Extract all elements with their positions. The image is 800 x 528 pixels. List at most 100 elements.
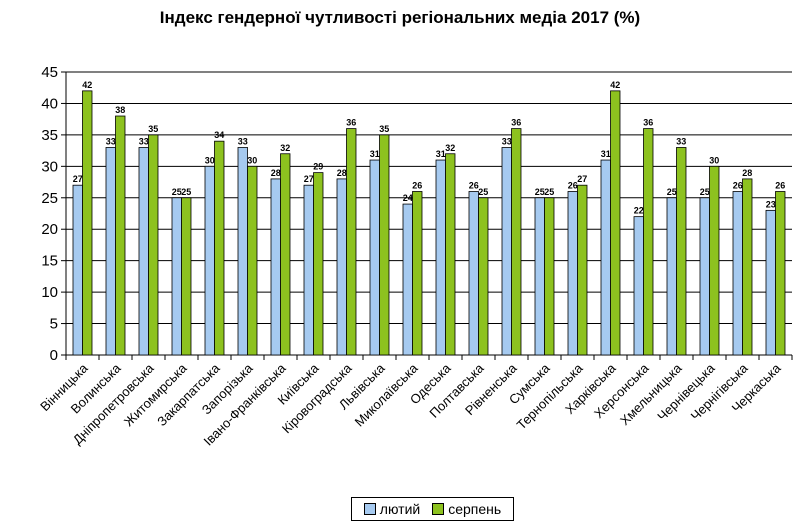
data-label-series-1: 27 <box>73 174 83 184</box>
bar-series-2 <box>82 90 93 356</box>
bar-series-1 <box>336 178 347 356</box>
bar-series-1 <box>237 147 248 356</box>
data-label-series-1: 26 <box>733 180 743 190</box>
data-label-series-1: 25 <box>700 187 710 197</box>
bar-series-2 <box>412 191 423 356</box>
bar-series-1 <box>138 147 149 356</box>
data-label-series-2: 30 <box>709 155 719 165</box>
bar-series-1 <box>699 197 710 356</box>
data-label-series-1: 28 <box>271 168 281 178</box>
data-label-series-1: 23 <box>766 199 776 209</box>
bar-series-1 <box>600 159 611 356</box>
chart-title: Індекс гендерної чутливості регіональних… <box>159 8 641 27</box>
bar-series-2 <box>610 90 621 356</box>
legend-label-series-1: лютий <box>379 501 421 517</box>
bar-series-1 <box>468 191 479 356</box>
data-label-series-2: 35 <box>148 124 158 134</box>
data-label-series-2: 42 <box>82 80 92 90</box>
y-tick-label: 40 <box>41 95 58 112</box>
bar-series-1 <box>270 178 281 356</box>
bar-series-1 <box>534 197 545 356</box>
data-label-series-1: 33 <box>139 136 149 146</box>
data-label-series-2: 29 <box>313 162 323 172</box>
data-label-series-1: 31 <box>601 149 611 159</box>
bar-series-2 <box>247 165 258 356</box>
data-label-series-2: 25 <box>478 187 488 197</box>
legend-label-series-2: серпень <box>448 501 502 517</box>
data-label-series-2: 38 <box>115 105 125 115</box>
legend-swatch-series-2 <box>432 503 445 515</box>
data-label-series-1: 24 <box>403 193 413 203</box>
data-label-series-1: 25 <box>172 187 182 197</box>
data-label-series-1: 27 <box>304 174 314 184</box>
bar-series-1 <box>105 147 116 356</box>
bar-series-2 <box>742 178 753 356</box>
data-label-series-1: 25 <box>667 187 677 197</box>
bar-series-2 <box>709 165 720 356</box>
bar-series-2 <box>511 128 522 356</box>
data-label-series-2: 32 <box>445 143 455 153</box>
data-label-series-2: 36 <box>643 118 653 128</box>
bar-series-2 <box>214 140 225 356</box>
data-label-series-1: 31 <box>436 149 446 159</box>
bar-series-2 <box>379 134 390 356</box>
bar-series-2 <box>313 172 324 356</box>
data-label-series-2: 30 <box>247 155 257 165</box>
y-tick-label: 15 <box>41 253 58 270</box>
data-label-series-2: 35 <box>379 124 389 134</box>
data-label-series-2: 28 <box>742 168 752 178</box>
y-tick-label: 20 <box>41 221 58 238</box>
bar-series-2 <box>643 128 654 356</box>
y-tick-label: 5 <box>50 316 58 333</box>
legend-item-series-1: лютий <box>363 501 421 517</box>
bar-series-1 <box>204 165 215 356</box>
bar-series-1 <box>567 191 578 356</box>
data-label-series-1: 33 <box>502 136 512 146</box>
legend-item-series-2: серпень <box>432 501 501 517</box>
bar-series-1 <box>435 159 446 356</box>
bar-series-2 <box>445 153 456 356</box>
data-label-series-2: 32 <box>280 143 290 153</box>
data-label-series-2: 25 <box>181 187 191 197</box>
data-label-series-2: 25 <box>544 187 554 197</box>
bar-series-2 <box>676 147 687 356</box>
bar-series-2 <box>115 115 126 356</box>
legend-swatch-series-1 <box>363 503 376 515</box>
data-label-series-1: 26 <box>568 180 578 190</box>
data-label-series-1: 26 <box>469 180 479 190</box>
data-label-series-1: 30 <box>205 155 215 165</box>
data-label-series-2: 36 <box>511 118 521 128</box>
bar-series-2 <box>577 184 588 356</box>
data-label-series-2: 34 <box>214 130 224 140</box>
bar-series-1 <box>501 147 512 356</box>
bar-series-2 <box>148 134 159 356</box>
bar-series-2 <box>775 191 786 356</box>
data-label-series-2: 33 <box>676 136 686 146</box>
bar-series-1 <box>369 159 380 356</box>
data-label-series-2: 27 <box>577 174 587 184</box>
bar-series-2 <box>181 197 192 356</box>
y-tick-label: 25 <box>41 190 58 207</box>
bar-series-1 <box>402 203 413 356</box>
y-tick-label: 45 <box>41 64 58 81</box>
bar-series-2 <box>478 197 489 356</box>
y-tick-label: 35 <box>41 127 58 144</box>
data-label-series-1: 25 <box>535 187 545 197</box>
data-label-series-2: 26 <box>775 180 785 190</box>
data-label-series-2: 26 <box>412 180 422 190</box>
data-label-series-1: 31 <box>370 149 380 159</box>
data-label-series-1: 33 <box>106 136 116 146</box>
data-label-series-1: 33 <box>238 136 248 146</box>
y-tick-label: 0 <box>50 347 58 364</box>
bar-series-1 <box>303 184 314 356</box>
bar-series-2 <box>346 128 357 356</box>
y-tick-label: 30 <box>41 158 58 175</box>
legend: лютий серпень <box>351 497 514 521</box>
data-label-series-1: 28 <box>337 168 347 178</box>
bar-series-1 <box>633 216 644 356</box>
plot-area: 0510152025303540452742Вінницька3338Волин… <box>37 64 793 449</box>
bar-series-1 <box>666 197 677 356</box>
bar-series-2 <box>544 197 555 356</box>
bar-series-1 <box>171 197 182 356</box>
